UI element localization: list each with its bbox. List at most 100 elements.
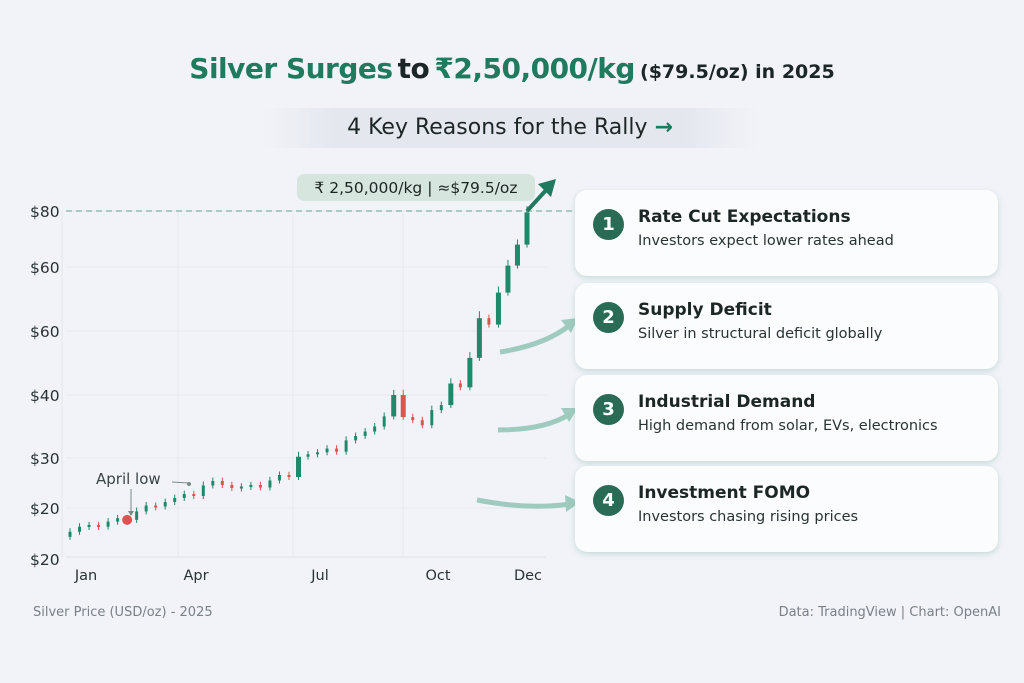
reason-description: Investors expect lower rates ahead xyxy=(638,233,894,249)
candle xyxy=(173,498,177,502)
subtitle: 4 Key Reasons for the Rally → xyxy=(262,108,758,148)
x-tick-label: Apr xyxy=(183,568,208,584)
candle xyxy=(106,521,110,527)
candle xyxy=(192,494,196,496)
candle xyxy=(258,485,262,488)
april-low-connector xyxy=(171,481,189,484)
candle xyxy=(382,416,386,427)
reason-description: High demand from solar, EVs, electronics xyxy=(638,418,938,434)
curved-arrow-icon xyxy=(476,495,580,512)
subtitle-text: 4 Key Reasons for the Rally xyxy=(347,115,648,140)
x-tick-label: Jul xyxy=(310,568,329,584)
flow-arrows xyxy=(476,318,580,512)
candle xyxy=(211,481,215,486)
candle xyxy=(476,318,482,358)
title-part1: Silver Surges xyxy=(189,52,393,85)
candle xyxy=(354,435,358,441)
candle xyxy=(448,383,454,406)
candle xyxy=(230,485,234,488)
candle xyxy=(373,426,377,432)
candle xyxy=(458,383,462,388)
candle xyxy=(144,505,148,512)
y-tick-label: $20 xyxy=(30,500,60,518)
x-tick-label: Oct xyxy=(425,568,450,584)
candle xyxy=(391,395,397,417)
april-low-dot xyxy=(187,482,191,486)
y-tick-label: $60 xyxy=(30,323,60,341)
x-axis-labels: Jan Apr Jul Oct Dec xyxy=(74,568,542,584)
y-axis-labels: $20 $20 $30 $40 $60 $60 $80 xyxy=(30,203,60,569)
reason-title: Industrial Demand xyxy=(638,392,816,412)
candle xyxy=(363,431,367,436)
candle xyxy=(116,518,120,522)
april-low-label: April low xyxy=(96,470,161,488)
candle xyxy=(439,405,443,411)
y-tick-label: $40 xyxy=(30,387,60,405)
candle xyxy=(467,357,473,388)
reason-card-2: 2 Supply Deficit Silver in structural de… xyxy=(575,283,998,369)
candle xyxy=(135,511,139,520)
number-badge: 2 xyxy=(593,302,624,333)
candle xyxy=(87,525,91,527)
price-callout: ₹ 2,50,000/kg | ≈$79.5/oz xyxy=(314,179,517,197)
trend-arrow-icon xyxy=(525,179,556,213)
candle xyxy=(268,480,272,488)
april-low-marker xyxy=(122,514,133,525)
candle xyxy=(182,494,186,498)
candle xyxy=(411,417,415,421)
reason-card-4: 4 Investment FOMO Investors chasing risi… xyxy=(575,466,998,552)
number-badge: 3 xyxy=(593,394,624,425)
candle xyxy=(163,502,167,507)
y-tick-label: $20 xyxy=(30,551,60,569)
candle xyxy=(505,265,511,293)
april-low-pointer-head xyxy=(128,511,134,516)
reason-card-1: 1 Rate Cut Expectations Investors expect… xyxy=(575,190,998,276)
candle xyxy=(514,244,520,266)
footer-source: Data: TradingView | Chart: OpenAI xyxy=(778,605,1001,620)
candle xyxy=(316,452,320,455)
price-callout-bg xyxy=(297,174,535,201)
candle xyxy=(220,481,224,485)
candle xyxy=(287,475,291,477)
number-badge: 4 xyxy=(593,485,624,516)
x-tick-label: Dec xyxy=(514,568,542,584)
candles xyxy=(68,206,530,540)
candle xyxy=(296,456,301,477)
candle xyxy=(495,292,501,325)
y-tick-label: $80 xyxy=(30,203,60,221)
candle xyxy=(325,448,329,453)
candle xyxy=(249,485,253,487)
y-tick-label: $30 xyxy=(30,450,60,468)
candle xyxy=(277,475,281,481)
candle xyxy=(524,212,530,245)
title-part3: ₹2,50,000/kg xyxy=(434,52,635,85)
reason-description: Investors chasing rising prices xyxy=(638,509,859,525)
x-tick-label: Jan xyxy=(74,568,97,584)
title-part4: ($79.5/oz) in 2025 xyxy=(640,61,835,83)
reason-title: Supply Deficit xyxy=(638,300,772,320)
candle xyxy=(154,505,158,508)
y-tick-label: $60 xyxy=(30,259,60,277)
candle xyxy=(97,525,101,527)
candle xyxy=(201,485,205,496)
curved-arrow-icon xyxy=(499,318,578,355)
footer-caption: Silver Price (USD/oz) - 2025 xyxy=(33,605,213,620)
candle xyxy=(306,454,310,457)
curved-arrow-icon xyxy=(497,408,578,433)
candle xyxy=(487,318,491,325)
reason-card-3: 3 Industrial Demand High demand from sol… xyxy=(575,375,998,461)
candle xyxy=(335,448,339,452)
candle xyxy=(344,440,348,452)
page-title: Silver Surges to ₹2,50,000/kg ($79.5/oz)… xyxy=(0,52,1024,85)
candle xyxy=(68,531,72,537)
grid xyxy=(61,210,546,557)
candle xyxy=(239,486,243,489)
title-part2: to xyxy=(397,52,430,85)
reason-description: Silver in structural deficit globally xyxy=(638,326,883,342)
reason-title: Investment FOMO xyxy=(638,483,811,503)
candle xyxy=(430,410,434,426)
candle xyxy=(78,526,82,532)
candle xyxy=(400,395,406,418)
number-badge: 1 xyxy=(593,209,624,240)
